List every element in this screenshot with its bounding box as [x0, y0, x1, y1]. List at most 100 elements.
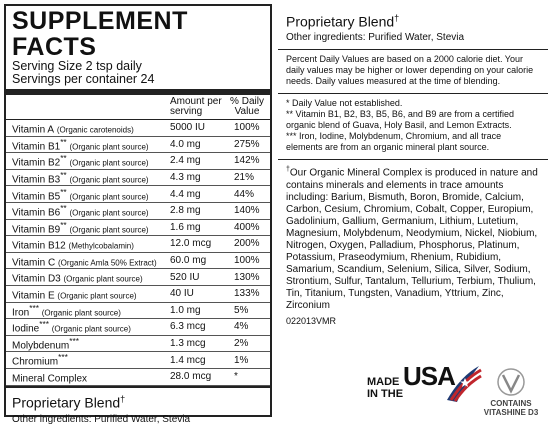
- nutrient-daily-value: 21%: [234, 172, 255, 184]
- nutrient-label: Vitamin E: [12, 290, 55, 302]
- nutrient-name: Chromium***: [12, 352, 170, 367]
- dagger-mark-right: †: [394, 13, 400, 23]
- nutrient-daily-value: 5%: [234, 304, 249, 316]
- column-header: Amount per serving % Daily Value: [6, 95, 270, 120]
- flag-swoosh-icon: [447, 366, 482, 402]
- nutrient-amount: 2.8 mg: [170, 205, 201, 217]
- nutrient-name: Molybdenum***: [12, 336, 170, 351]
- divider: [278, 159, 548, 161]
- nutrient-amount: 2.4 mg: [170, 155, 201, 167]
- mineral-complex-text: Our Organic Mineral Complex is produced …: [286, 167, 538, 311]
- nutrient-name: Vitamin E (Organic plant source): [12, 286, 170, 301]
- nutrient-name: Vitamin B5** (Organic plant source): [12, 187, 170, 202]
- nutrient-daily-value: 100%: [234, 122, 260, 134]
- vitashine-logo-icon: [497, 368, 525, 396]
- nutrient-label: Vitamin A: [12, 124, 55, 136]
- nutrient-amount: 4.4 mg: [170, 188, 201, 200]
- nutrient-daily-value: 1%: [234, 354, 249, 366]
- nutrient-row: Vitamin E (Organic plant source) 40 IU 133…: [6, 286, 270, 303]
- nutrient-amount: 1.6 mg: [170, 221, 201, 233]
- dagger-mark: †: [120, 393, 126, 404]
- nutrient-source: (Organic plant source): [69, 208, 149, 218]
- nutrient-name: Vitamin D3 (Organic plant source): [12, 269, 170, 285]
- nutrient-amount: 1.0 mg: [170, 304, 201, 316]
- footnote-b-vitamins: ** Vitamin B1, B2, B3, B5, B6, and B9 ar…: [286, 109, 514, 131]
- nutrient-row: Vitamin A (Organic carotenoids) 5000 IU 10…: [6, 120, 270, 137]
- proprietary-blend-title-right: Proprietary Blend: [286, 13, 395, 30]
- nutrient-source: (Organic plant source): [41, 307, 121, 317]
- daily-values-note: Percent Daily Values are based on a 2000…: [286, 53, 534, 87]
- dagger-mark-omc: †: [286, 166, 290, 174]
- nutrient-source: (Organic plant source): [69, 142, 149, 152]
- nutrient-footnote-mark: **: [60, 203, 67, 214]
- nutrient-daily-value: 133%: [234, 288, 260, 300]
- nutrient-label: Vitamin B9: [12, 224, 61, 236]
- nutrient-name: Vitamin B6** (Organic plant source): [12, 203, 170, 218]
- nutrient-daily-value: 200%: [234, 238, 260, 250]
- nutrient-amount: 6.3 mcg: [170, 321, 206, 333]
- nutrient-name: Vitamin A (Organic carotenoids): [12, 120, 170, 135]
- nutrient-amount: 1.3 mcg: [170, 338, 206, 350]
- nutrient-daily-value: 2%: [234, 338, 249, 350]
- nutrient-name: Iron*** (Organic plant source): [12, 303, 170, 318]
- in-the-label: IN THE: [367, 388, 404, 400]
- nutrient-name: Vitamin B9** (Organic plant source): [12, 220, 170, 235]
- servings-per-container: Servings per container 24: [12, 72, 155, 86]
- nutrient-row: Chromium*** 1.4 mcg 1%: [6, 352, 270, 369]
- mineral-complex-description: †Our Organic Mineral Complex is produced…: [278, 160, 548, 311]
- nutrient-row: Molybdenum*** 1.3 mcg 2%: [6, 336, 270, 353]
- nutrient-label: Vitamin B6: [12, 207, 61, 219]
- nutrient-name: Vitamin B1** (Organic plant source): [12, 137, 170, 152]
- nutrient-label: Vitamin B5: [12, 190, 61, 202]
- thick-divider: [6, 89, 270, 95]
- divider: [278, 93, 548, 95]
- nutrient-label: Iron: [12, 306, 30, 318]
- nutrient-label: Iodine: [12, 323, 40, 335]
- nutrient-source: (Organic plant source): [69, 225, 149, 235]
- nutrient-row: Mineral Complex 28.0 mcg *: [6, 369, 270, 386]
- nutrient-label: Vitamin B2: [12, 157, 61, 169]
- nutrient-amount: 520 IU: [170, 271, 200, 283]
- nutrient-footnote-mark: **: [60, 136, 67, 147]
- nutrient-label: Vitamin B1: [12, 141, 61, 153]
- nutrient-row: Vitamin D3 (Organic plant source) 520 IU 1…: [6, 269, 270, 286]
- nutrient-source: (Organic plant source): [63, 274, 143, 284]
- nutrient-label: Vitamin B12: [12, 240, 66, 252]
- supplement-facts-title: SUPPLEMENT FACTS: [12, 7, 188, 61]
- other-ingredients-right: Other ingredients: Purified Water, Stevi…: [286, 31, 465, 43]
- nutrient-footnote-mark: ***: [58, 352, 68, 363]
- proprietary-blend-section: Proprietary Blend† Other ingredients: Pu…: [6, 385, 270, 426]
- nutrient-name: Vitamin B2** (Organic plant source): [12, 153, 170, 168]
- nutrient-row: Vitamin B3** (Organic plant source) 4.3 m…: [6, 170, 270, 187]
- made-in-usa-badge: MADE IN THE USA: [367, 363, 482, 402]
- divider: [278, 48, 548, 50]
- footnotes: * Daily Value not established. ** Vitami…: [278, 94, 548, 153]
- footnote-minerals: *** Iron, Iodine, Molybdenum, Chromium, …: [286, 131, 502, 153]
- other-ingredients: Other ingredients: Purified Water, Stevi…: [12, 414, 191, 426]
- nutrient-daily-value: 100%: [234, 255, 260, 267]
- nutrient-amount: 5000 IU: [170, 122, 206, 134]
- nutrient-label: Molybdenum: [12, 340, 70, 352]
- nutrient-source: (Methylcobalamin): [68, 241, 134, 251]
- nutrient-label: Vitamin D3: [12, 273, 61, 285]
- made-label: MADE: [367, 376, 400, 388]
- nutrient-source: (Organic plant source): [57, 291, 137, 301]
- nutrient-row: Vitamin C (Organic Amla 50% Extract) 60.0…: [6, 253, 270, 270]
- nutrient-row: Vitamin B9** (Organic plant source) 1.6 m…: [6, 220, 270, 237]
- nutrient-row: Vitamin B12 (Methylcobalamin) 12.0 mcg 200…: [6, 236, 270, 253]
- nutrient-daily-value: *: [234, 371, 238, 383]
- daily-value-header: % Daily Value: [230, 96, 264, 117]
- nutrient-name: Iodine*** (Organic plant source): [12, 319, 170, 334]
- right-info-panel: Proprietary Blend† Other ingredients: Pu…: [278, 4, 548, 417]
- nutrient-name: Vitamin B3** (Organic plant source): [12, 170, 170, 185]
- contains-label: CONTAINS: [490, 399, 532, 408]
- nutrient-name: Vitamin B12 (Methylcobalamin): [12, 236, 170, 252]
- nutrient-footnote-mark: ***: [29, 302, 39, 313]
- nutrient-source: (Organic plant source): [69, 158, 149, 168]
- serving-size: Serving Size 2 tsp daily: [12, 59, 142, 73]
- nutrient-name: Vitamin C (Organic Amla 50% Extract): [12, 253, 170, 268]
- nutrient-daily-value: 130%: [234, 271, 260, 283]
- nutrient-footnote-mark: **: [60, 153, 67, 164]
- nutrient-row: Iron*** (Organic plant source) 1.0 mg 5%: [6, 303, 270, 320]
- nutrient-daily-value: 400%: [234, 221, 260, 233]
